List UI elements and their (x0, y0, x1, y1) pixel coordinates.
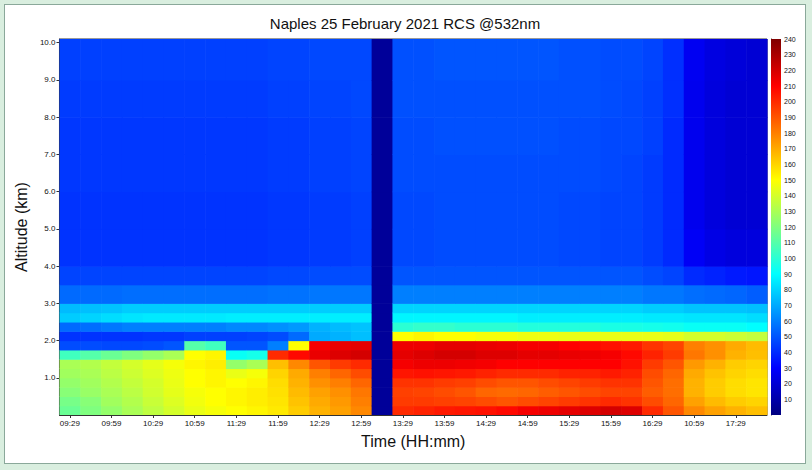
svg-text:200: 200 (784, 98, 796, 105)
svg-text:10:29: 10:29 (143, 419, 164, 428)
svg-text:50: 50 (784, 333, 792, 340)
svg-text:140: 140 (784, 192, 796, 199)
svg-text:12:59: 12:59 (351, 419, 372, 428)
svg-text:16:29: 16:29 (643, 419, 664, 428)
svg-text:1.0: 1.0 (44, 373, 56, 382)
svg-text:10:59: 10:59 (185, 419, 206, 428)
svg-text:240: 240 (784, 36, 796, 43)
svg-text:11:59: 11:59 (268, 419, 288, 428)
svg-text:10:59: 10:59 (684, 419, 705, 428)
svg-text:Time (HH:mm): Time (HH:mm) (361, 433, 465, 450)
svg-text:100: 100 (784, 255, 796, 262)
svg-text:15:59: 15:59 (601, 419, 622, 428)
svg-text:14:29: 14:29 (476, 419, 497, 428)
svg-text:10.0: 10.0 (40, 38, 56, 47)
svg-text:11:29: 11:29 (227, 419, 247, 428)
svg-text:170: 170 (784, 145, 796, 152)
svg-text:190: 190 (784, 114, 796, 121)
svg-text:3.0: 3.0 (44, 299, 56, 308)
svg-text:130: 130 (784, 208, 796, 215)
svg-text:110: 110 (784, 239, 795, 246)
svg-text:15:29: 15:29 (559, 419, 580, 428)
svg-text:13:29: 13:29 (393, 419, 414, 428)
svg-text:2.0: 2.0 (44, 336, 56, 345)
svg-text:120: 120 (784, 224, 796, 231)
svg-text:4.0: 4.0 (44, 262, 56, 271)
svg-text:5.0: 5.0 (44, 224, 56, 233)
svg-text:40: 40 (784, 349, 792, 356)
svg-text:10: 10 (784, 396, 792, 403)
svg-text:150: 150 (784, 177, 796, 184)
svg-text:Naples 25 February 2021 RCS @5: Naples 25 February 2021 RCS @532nm (270, 15, 540, 32)
svg-text:30: 30 (784, 365, 792, 372)
svg-text:8.0: 8.0 (44, 113, 56, 122)
svg-text:6.0: 6.0 (44, 187, 56, 196)
svg-text:12:29: 12:29 (310, 419, 331, 428)
svg-text:Altitude (km): Altitude (km) (13, 182, 30, 272)
svg-text:210: 210 (784, 83, 796, 90)
svg-text:80: 80 (784, 286, 792, 293)
svg-text:20: 20 (784, 380, 792, 387)
svg-text:14:59: 14:59 (518, 419, 539, 428)
svg-text:230: 230 (784, 51, 796, 58)
svg-text:60: 60 (784, 318, 792, 325)
svg-text:9.0: 9.0 (44, 75, 56, 84)
svg-text:220: 220 (784, 67, 796, 74)
svg-text:160: 160 (784, 161, 796, 168)
svg-text:180: 180 (784, 130, 796, 137)
svg-text:13:59: 13:59 (434, 419, 455, 428)
svg-text:09:29: 09:29 (60, 419, 81, 428)
svg-text:7.0: 7.0 (44, 150, 56, 159)
svg-text:90: 90 (784, 271, 792, 278)
svg-text:17:29: 17:29 (726, 419, 747, 428)
svg-text:70: 70 (784, 302, 792, 309)
svg-text:09:59: 09:59 (101, 419, 122, 428)
